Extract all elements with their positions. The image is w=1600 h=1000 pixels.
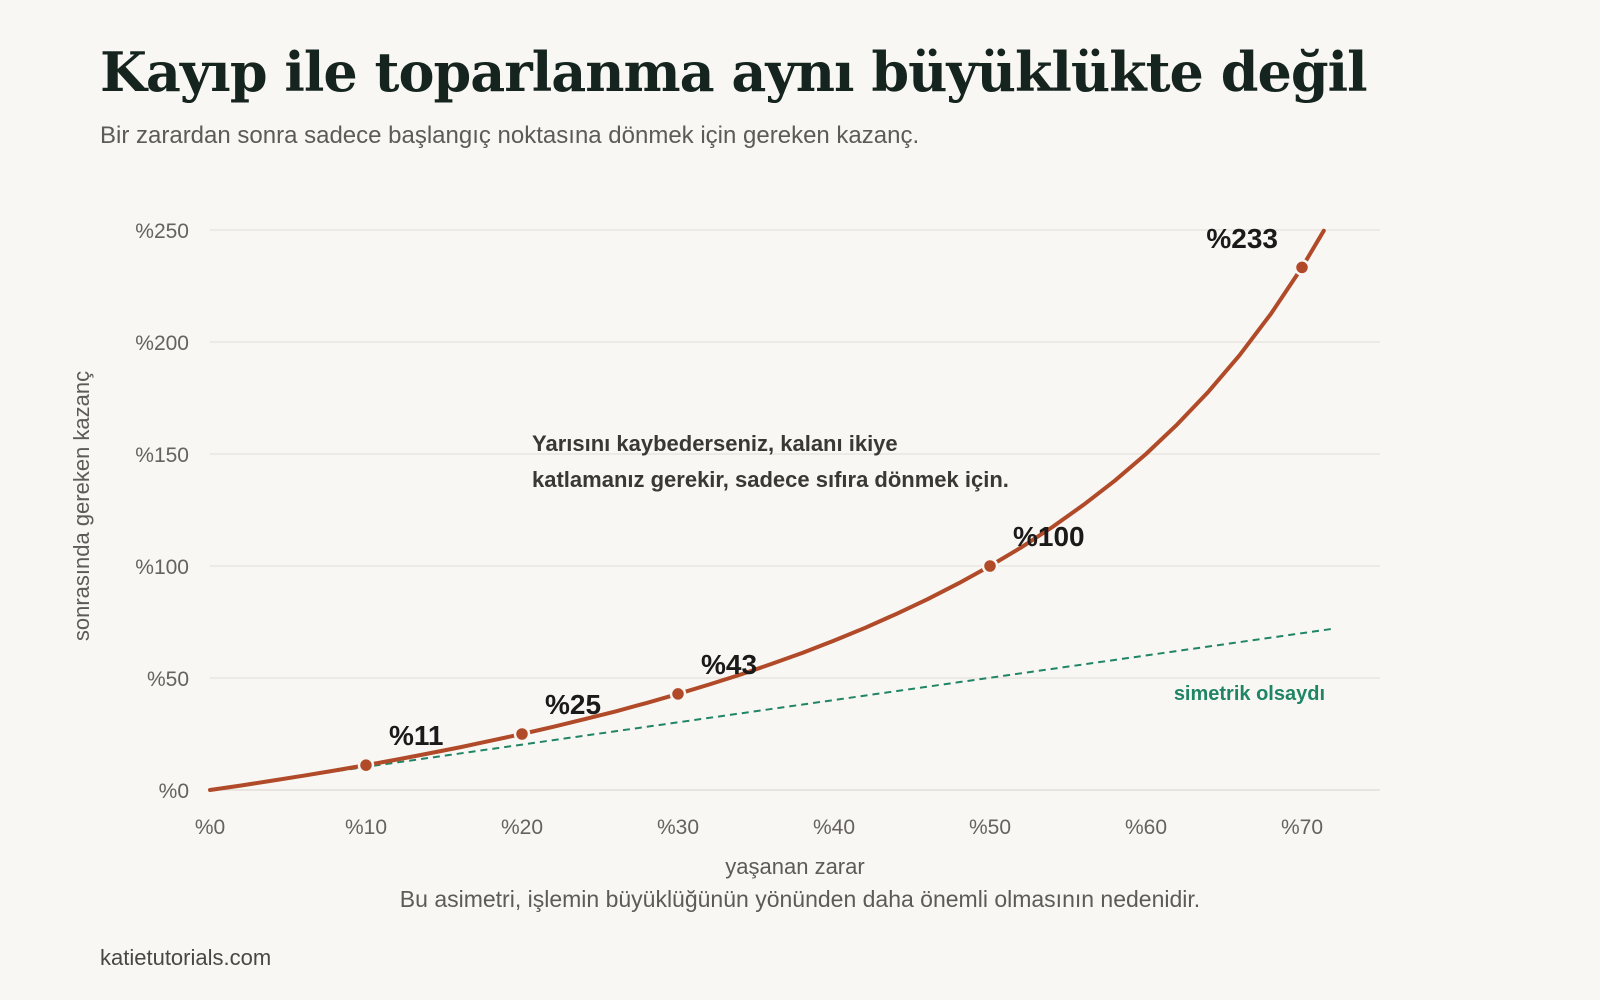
series-line-recovery bbox=[208, 228, 1326, 792]
footnote: Bu asimetri, işlemin büyüklüğünün yönünd… bbox=[399, 886, 1201, 912]
data-point bbox=[669, 685, 687, 703]
annotation: Yarısını kaybederseniz, kalanı ikiye kat… bbox=[532, 431, 1009, 492]
data-label: %11 bbox=[389, 720, 444, 751]
data-point bbox=[513, 725, 531, 743]
x-tick-label: %10 bbox=[345, 816, 387, 839]
y-tick-label: %200 bbox=[135, 332, 189, 355]
x-tick-label: %30 bbox=[657, 816, 699, 839]
data-point bbox=[357, 756, 375, 774]
chart-subtitle: Bir zarardan sonra sadece başlangıç nokt… bbox=[100, 122, 920, 149]
source-credit: katietutorials.com bbox=[100, 945, 272, 970]
y-axis-ticks: %0 %50 %100 %150 %200 %250 bbox=[135, 220, 189, 803]
highlight-points: %11 %25 %43 %100 %233 bbox=[357, 223, 1311, 774]
x-axis-label: yaşanan zarar bbox=[725, 854, 864, 879]
data-label: %43 bbox=[701, 649, 757, 680]
annotation-line: Yarısını kaybederseniz, kalanı ikiye bbox=[532, 431, 898, 456]
x-tick-label: %50 bbox=[969, 816, 1011, 839]
y-tick-label: %150 bbox=[135, 444, 189, 467]
y-tick-label: %100 bbox=[135, 556, 189, 579]
x-tick-label: %40 bbox=[813, 816, 855, 839]
annotation-line: katlamanız gerekir, sadece sıfıra dönmek… bbox=[532, 467, 1009, 492]
x-tick-label: %60 bbox=[1125, 816, 1167, 839]
data-label: %100 bbox=[1013, 521, 1085, 552]
data-point bbox=[1293, 259, 1311, 276]
x-tick-label: %0 bbox=[195, 816, 225, 839]
data-label: %25 bbox=[545, 689, 601, 720]
x-tick-label: %20 bbox=[501, 816, 543, 839]
y-tick-label: %0 bbox=[159, 780, 189, 803]
chart-title: Kayıp ile toparlanma aynı büyüklükte değ… bbox=[100, 40, 1368, 104]
series-label-symmetric: simetrik olsaydı bbox=[1174, 683, 1325, 705]
data-point bbox=[981, 557, 999, 575]
data-label: %233 bbox=[1206, 223, 1278, 254]
grid-lines bbox=[210, 229, 1380, 791]
y-axis-label: sonrasında gereken kazanç bbox=[69, 371, 94, 641]
y-tick-label: %250 bbox=[135, 220, 189, 243]
x-axis-ticks: %0 %10 %20 %30 %40 %50 %60 %70 bbox=[195, 816, 1323, 839]
series-lines bbox=[208, 228, 1334, 792]
y-tick-label: %50 bbox=[147, 668, 189, 691]
x-tick-label: %70 bbox=[1281, 816, 1323, 839]
series-line-symmetric bbox=[325, 627, 1334, 774]
